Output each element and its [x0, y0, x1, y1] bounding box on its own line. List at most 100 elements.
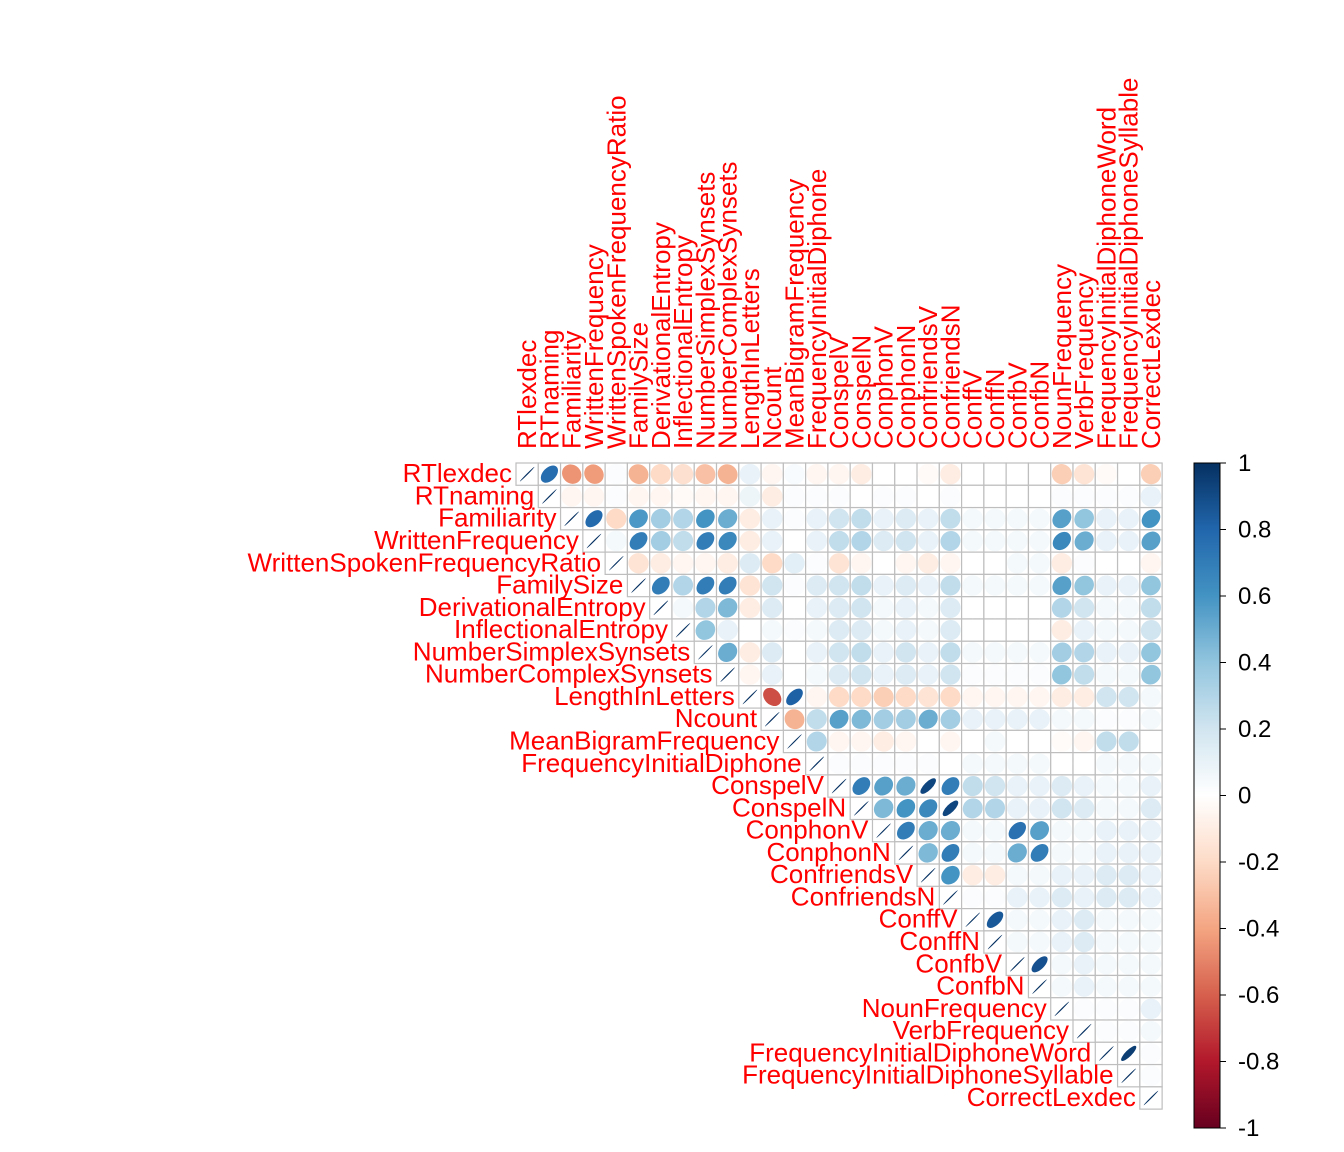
correlation-mark [761, 463, 783, 485]
row-label: ConphonN [766, 837, 890, 867]
correlation-mark [1140, 775, 1162, 797]
correlation-mark [720, 667, 735, 682]
correlation-mark [851, 686, 872, 708]
correlation-mark [1096, 575, 1117, 596]
correlation-mark [1096, 775, 1117, 797]
correlation-mark [962, 798, 983, 819]
correlation-mark [1029, 508, 1050, 529]
correlation-mark [761, 530, 783, 552]
correlation-mark [1140, 753, 1162, 775]
correlation-mark [962, 508, 983, 529]
column-label: MeanBigramFrequency [780, 179, 810, 449]
correlation-mark [1007, 708, 1028, 730]
correlation-mark [895, 530, 917, 552]
correlation-mark [1074, 642, 1095, 663]
correlation-mark [873, 709, 894, 730]
correlation-mark [673, 575, 694, 596]
correlation-mark [828, 530, 850, 552]
correlation-mark [1096, 998, 1117, 1020]
correlation-mark [672, 463, 694, 485]
correlation-mark [940, 597, 961, 619]
correlation-mark [917, 530, 939, 552]
column-label: ConphonN [891, 325, 921, 449]
correlation-mark [965, 912, 980, 927]
correlation-mark [940, 642, 961, 663]
column-label: ConspelV [824, 336, 854, 449]
correlation-mark [1118, 731, 1139, 752]
correlation-mark [1051, 820, 1073, 841]
correlation-mark [984, 753, 1006, 775]
correlation-mark [628, 486, 649, 507]
correlation-mark [1118, 842, 1139, 864]
column-label: DerivationalEntropy [646, 222, 676, 449]
correlation-mark [561, 464, 582, 484]
correlation-mark [1141, 531, 1161, 551]
correlation-mark [695, 553, 716, 574]
correlation-mark [1141, 664, 1161, 685]
correlation-mark [984, 842, 1006, 864]
correlation-mark [806, 709, 827, 730]
correlation-mark [761, 486, 783, 507]
correlation-mark [984, 664, 1006, 685]
correlation-mark [1073, 864, 1095, 886]
correlation-mark [895, 642, 917, 663]
column-label: WrittenSpokenFrequencyRatio [601, 95, 631, 449]
correlation-mark [1051, 931, 1073, 953]
correlation-mark [873, 798, 894, 819]
correlation-mark [1096, 887, 1117, 908]
correlation-mark [1007, 843, 1027, 863]
column-label: CorrectLexdec [1136, 280, 1166, 449]
correlation-mark [1052, 576, 1072, 595]
correlation-mark [739, 463, 761, 485]
correlation-mark [984, 553, 1006, 574]
correlation-mark [806, 530, 828, 552]
correlation-mark [1140, 553, 1162, 574]
correlation-mark [695, 486, 716, 507]
correlation-mark [1096, 642, 1117, 663]
correlation-mark [628, 553, 649, 574]
row-labels: RTlexdecRTnamingFamiliarityWrittenFreque… [248, 458, 1136, 1112]
correlation-mark [940, 686, 961, 708]
correlation-mark [940, 575, 961, 596]
correlation-mark [873, 553, 894, 574]
correlation-mark [1029, 798, 1050, 819]
correlation-mark [874, 776, 894, 796]
correlation-mark [940, 753, 961, 775]
correlation-mark [1051, 642, 1072, 663]
correlation-mark [1007, 530, 1028, 552]
correlation-mark [962, 887, 983, 908]
correlation-mark [1118, 909, 1139, 930]
correlation-mark [920, 867, 936, 883]
correlation-mark [1007, 575, 1028, 596]
column-label: NumberComplexSynsets [713, 161, 743, 449]
correlation-mark [650, 553, 672, 574]
correlation-mark [962, 463, 983, 485]
row-label: ConffV [879, 904, 959, 934]
correlation-mark [718, 576, 737, 595]
correlation-mark [1096, 909, 1117, 930]
correlation-mark [962, 731, 983, 752]
correlation-mark [718, 642, 738, 662]
correlation-mark [1029, 731, 1050, 752]
correlation-mark [1140, 820, 1162, 841]
correlation-mark [1007, 931, 1028, 953]
correlation-mark [941, 843, 960, 862]
correlation-mark [984, 597, 1006, 619]
correlation-mark [629, 509, 648, 529]
correlation-mark [1051, 731, 1073, 752]
correlation-mark [717, 619, 738, 641]
correlation-mark [1051, 464, 1072, 485]
correlation-mark [1007, 597, 1028, 619]
correlation-mark [1054, 1001, 1070, 1017]
correlation-mark [784, 575, 805, 596]
correlation-mark [1029, 530, 1050, 552]
correlation-mark [762, 553, 783, 574]
row-label: RTlexdec [403, 458, 512, 488]
row-label: NumberSimplexSynsets [413, 636, 690, 666]
row-label: MeanBigramFrequency [509, 726, 779, 756]
correlation-mark [917, 686, 939, 708]
correlation-mark [673, 530, 694, 552]
correlation-mark [828, 575, 850, 596]
row-label: CorrectLexdec [967, 1082, 1136, 1112]
